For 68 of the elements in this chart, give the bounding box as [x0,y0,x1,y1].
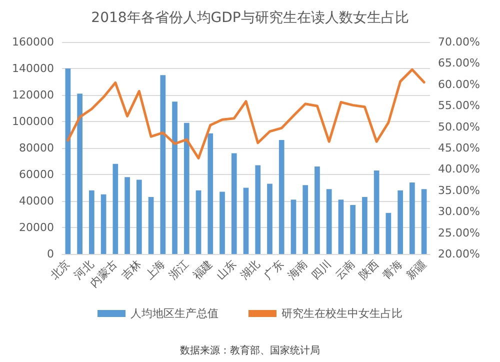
bar [302,185,308,254]
bar [65,68,71,254]
bar [350,204,356,254]
bar [338,200,344,254]
legend-label: 人均地区生产总值 [130,307,218,320]
bar [112,164,118,254]
x-tick-label: 广东 [261,257,286,282]
y-tick-label: 100000 [12,115,54,128]
bar [386,212,392,254]
bar [160,75,166,254]
x-tick-label: 福建 [190,257,215,282]
y-tick-label: 80000 [19,142,54,154]
bar [326,189,332,254]
bar [172,102,178,254]
bar [196,190,202,254]
y-tick-label: 140000 [12,62,54,75]
y-tick-label: 160000 [12,36,54,48]
bar [374,170,380,254]
y2-tick-label: 60.00% [438,78,480,91]
bar [421,189,427,254]
y-tick-label: 60000 [19,168,54,181]
bar [362,197,368,254]
legend-label: 研究生在校生中女生占比 [282,307,402,320]
x-tick-label: 云南 [332,257,358,282]
bar [148,197,154,254]
bar [231,153,237,254]
bar [398,190,403,254]
bar [290,200,296,254]
x-tick-label: 湖北 [238,257,262,282]
x-tick-label: 新疆 [404,257,429,282]
x-tick-label: 陕西 [356,257,382,282]
bar [267,184,272,254]
y2-tick-label: 55.00% [438,99,480,112]
y2-tick-label: 70.00% [438,36,480,48]
x-tick-label: 青海 [380,257,405,282]
x-tick-label: 浙江 [166,257,192,282]
y2-tick-label: 20.00% [438,248,480,260]
y-tick-label: 20000 [19,221,54,234]
x-tick-label: 海南 [285,257,310,282]
x-tick-label: 上海 [142,257,168,282]
x-tick-label: 四川 [308,257,334,282]
bar [255,165,261,254]
y-tick-label: 120000 [12,88,54,102]
y2-tick-label: 50.00% [438,120,480,134]
bar [124,177,130,254]
y2-tick-label: 25.00% [438,226,480,240]
bar [220,192,225,254]
bar [314,166,320,254]
y2-tick-label: 65.00% [438,56,480,70]
bar [410,182,415,254]
bar [208,133,214,254]
bar [100,194,106,254]
x-tick-label: 吉林 [119,257,144,282]
bar [278,140,284,254]
line-series [66,68,426,160]
y2-tick-label: 40.00% [438,162,480,176]
y2-tick-label: 45.00% [438,142,480,154]
y-tick-label: 40000 [19,194,54,208]
y2-tick-label: 35.00% [438,184,480,197]
bar [136,180,142,254]
source-note: 数据来源：教育部、国家统计局 [180,344,320,356]
x-tick-label: 山东 [214,257,239,282]
y2-tick-label: 30.00% [438,205,480,218]
bar [243,188,249,254]
bar [89,190,94,254]
bar [184,122,190,254]
chart-title: 2018年各省份人均GDP与研究生在读人数女生占比 [91,10,409,26]
bar [77,94,82,254]
